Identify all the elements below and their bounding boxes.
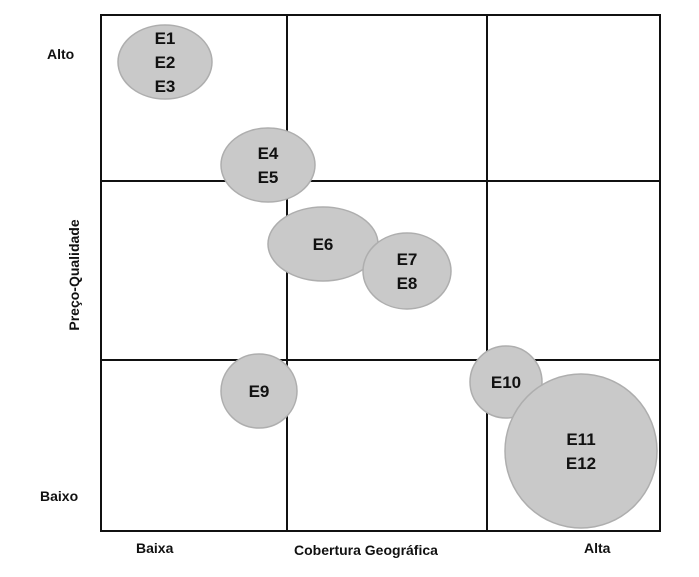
- group-label: E10: [491, 373, 521, 392]
- grid-frame: [100, 14, 661, 532]
- group-label: E5: [258, 168, 279, 187]
- group-label: E12: [566, 454, 596, 473]
- group-label: E4: [258, 144, 279, 163]
- group-label: E11: [566, 430, 595, 449]
- y-axis-title: Preço-Qualidade: [66, 219, 82, 331]
- group-bubble: [220, 127, 316, 203]
- x-axis-title: Cobertura Geográfica: [294, 542, 438, 558]
- group-bubble: [504, 373, 658, 529]
- group-label: E6: [313, 235, 334, 254]
- y-high-label: Alto: [47, 46, 75, 62]
- group-label: E7: [397, 250, 418, 269]
- group-bubble: [362, 232, 452, 310]
- group-bubble: [117, 24, 213, 100]
- group-bubble: [220, 353, 298, 429]
- y-low-label: Baixo: [40, 488, 79, 504]
- group-label: E9: [249, 382, 270, 401]
- group-label: E1: [155, 29, 176, 48]
- group-label: E8: [397, 274, 418, 293]
- group-label: E3: [155, 77, 176, 96]
- x-high-label: Alta: [584, 540, 611, 556]
- x-low-label: Baixa: [136, 540, 174, 556]
- group-label: E2: [155, 53, 176, 72]
